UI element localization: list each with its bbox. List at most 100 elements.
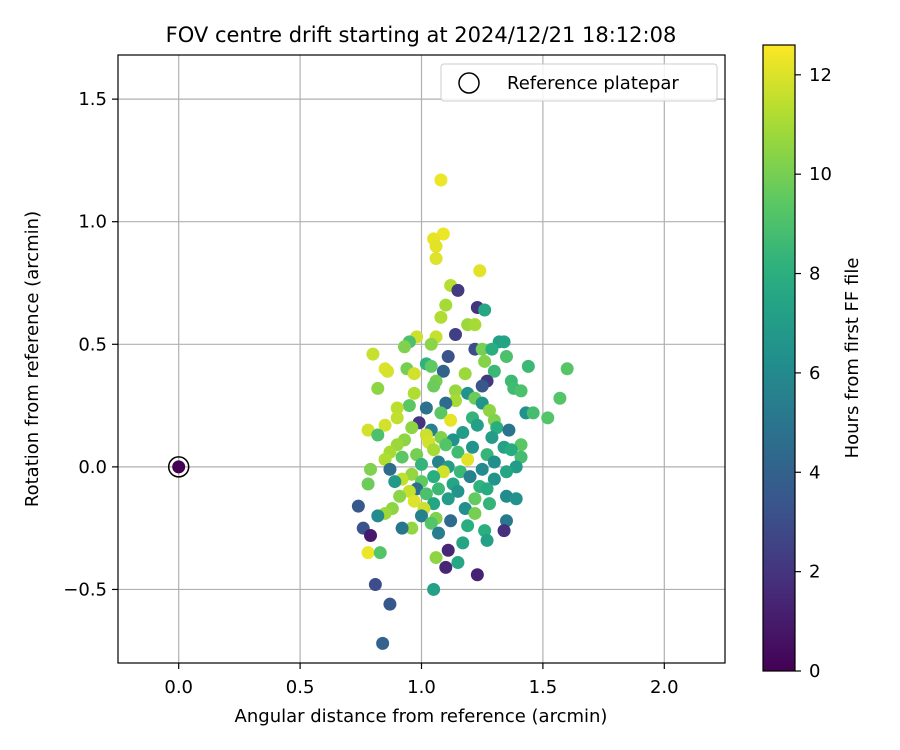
data-point — [470, 568, 484, 582]
data-point — [361, 423, 375, 437]
x-axis-ticks: 0.0 0.5 1.0 1.5 2.0 — [164, 663, 679, 698]
data-point — [560, 362, 574, 376]
plot-area: 0.0 0.5 1.0 1.5 2.0 −0.5 0.0 0.5 1.0 1.5 — [63, 54, 726, 698]
data-point — [478, 303, 492, 317]
data-point — [448, 394, 462, 408]
data-point — [461, 453, 475, 467]
reference-ring — [167, 456, 190, 478]
data-point — [497, 524, 511, 538]
data-point — [521, 359, 535, 373]
data-point — [395, 521, 409, 535]
data-point — [448, 327, 462, 341]
chart-title: FOV centre drift starting at 2024/12/21 … — [166, 23, 677, 47]
data-point — [378, 453, 392, 467]
x-tick-label: 0.5 — [286, 677, 315, 698]
data-point — [371, 428, 385, 442]
data-point — [482, 497, 496, 511]
x-tick-label: 0.0 — [164, 677, 193, 698]
data-point — [383, 597, 397, 611]
data-point — [456, 426, 470, 440]
data-point — [468, 492, 482, 506]
data-point — [434, 406, 448, 420]
data-point — [475, 462, 489, 476]
data-point — [419, 401, 433, 415]
data-point — [541, 411, 555, 425]
data-point — [405, 521, 419, 535]
colorbar-tick-label: 10 — [809, 164, 832, 185]
data-point — [451, 445, 465, 459]
data-point — [407, 494, 421, 508]
data-point — [441, 492, 455, 506]
colorbar-frame — [762, 44, 796, 672]
data-point — [441, 543, 455, 557]
data-point — [388, 475, 402, 489]
legend-marker-icon — [458, 72, 480, 94]
data-point — [463, 470, 477, 484]
data-point — [361, 477, 375, 491]
data-point — [429, 239, 443, 253]
data-point — [366, 347, 380, 361]
scatter-points — [351, 173, 574, 650]
data-point — [482, 403, 496, 417]
data-point — [424, 359, 438, 373]
data-point — [390, 411, 404, 425]
x-tick-label: 1.5 — [529, 677, 558, 698]
data-point — [439, 298, 453, 312]
data-point — [439, 438, 453, 452]
data-point — [478, 354, 492, 368]
data-point — [431, 526, 445, 540]
y-axis-ticks: −0.5 0.0 0.5 1.0 1.5 — [63, 89, 118, 600]
data-point — [514, 438, 528, 452]
y-tick-label: 1.5 — [78, 89, 107, 110]
data-point — [429, 251, 443, 265]
data-point — [451, 484, 465, 498]
data-point — [499, 489, 513, 503]
data-point — [514, 450, 528, 464]
data-point — [415, 457, 428, 471]
data-point — [364, 529, 378, 543]
y-tick-label: 1.0 — [78, 212, 107, 233]
y-tick-label: −0.5 — [63, 579, 107, 600]
data-point — [504, 443, 518, 457]
data-point — [383, 462, 397, 476]
data-point — [364, 462, 378, 476]
data-point — [458, 502, 472, 516]
colorbar-gradient — [763, 45, 795, 671]
x-tick-label: 2.0 — [650, 677, 679, 698]
data-point — [480, 533, 494, 547]
data-point — [439, 560, 453, 574]
colorbar-label: Hours from first FF file — [842, 258, 863, 459]
reference-marker — [167, 456, 190, 478]
y-tick-label: 0.0 — [78, 457, 107, 478]
data-point — [487, 472, 501, 486]
data-point — [468, 506, 482, 520]
colorbar-tick-label: 6 — [809, 363, 820, 384]
data-point — [395, 450, 409, 464]
data-point — [351, 499, 365, 513]
data-point — [514, 384, 528, 398]
data-point — [509, 492, 523, 506]
data-point — [473, 264, 487, 278]
data-point — [439, 396, 453, 410]
legend-entry-reference: Reference platepar — [507, 73, 679, 94]
data-point — [405, 421, 419, 435]
data-point — [444, 514, 458, 528]
data-point — [485, 430, 499, 444]
colorbar-tick-label: 0 — [809, 661, 820, 682]
x-axis-label: Angular distance from reference (arcmin) — [235, 706, 608, 727]
data-point — [461, 519, 475, 533]
data-point — [368, 578, 382, 592]
data-point — [424, 516, 438, 530]
data-point — [427, 379, 441, 393]
data-point — [431, 482, 445, 496]
data-point — [458, 367, 472, 381]
data-point — [480, 482, 494, 496]
data-point — [526, 406, 540, 420]
data-point — [444, 413, 458, 427]
reference-point — [172, 460, 186, 474]
legend-box — [440, 63, 718, 102]
data-point — [470, 418, 484, 432]
data-point — [427, 470, 441, 484]
data-point — [451, 283, 465, 297]
colorbar-tick-label: 8 — [809, 264, 820, 285]
